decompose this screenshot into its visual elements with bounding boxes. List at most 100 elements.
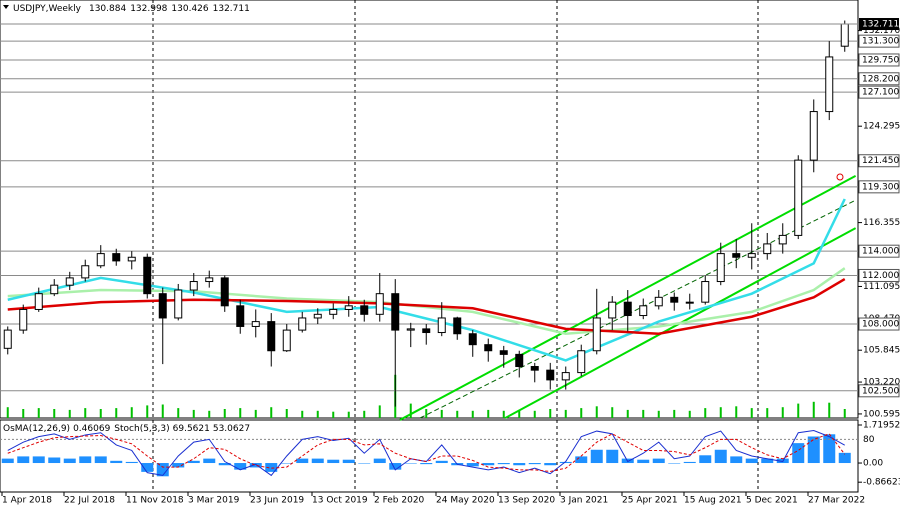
osma-bar [327,459,340,464]
x-tick-label: 15 Aug 2021 [684,496,742,506]
level-label: 131.300 [862,37,899,47]
osma-bar [342,459,355,464]
candle-body [670,296,679,303]
volume-bar [456,410,459,418]
volume-bar [6,407,9,418]
x-tick-label: 13 Sep 2020 [498,496,555,506]
candle-body [158,293,167,319]
volume-bar [239,408,242,418]
chart-header: USDJPY,Weekly 130.884 132.998 130.426 132.71… [13,4,250,14]
candle-body [716,253,725,283]
candle-body [422,328,431,334]
candle-body [298,317,307,331]
osma-bar [110,460,123,464]
candle-body [639,305,648,317]
year-separators [152,0,759,492]
volume-bar [161,404,164,418]
candle-body [437,317,446,334]
candle-body [344,305,353,310]
volume-bar [595,406,598,418]
y-tick-label: 103.220 [863,378,900,388]
volume-bar [828,402,831,418]
osma-value: 0.46069 [73,424,110,434]
candle-body [19,308,28,331]
volume-bar [673,409,676,418]
x-tick-label: 1 Apr 2018 [2,496,52,506]
indicator-header: OsMA(12,26,9) 0.46069 Stoch(5,3,3) 69.5621 5… [3,424,250,434]
osma-bar [17,456,30,464]
channel-line [419,199,856,419]
osma-bar [668,463,681,464]
volume-bar [84,408,87,418]
volume-bar [781,407,784,418]
osma-bar [125,461,138,464]
osma-bar [296,458,309,464]
candle-body [809,111,818,161]
stoch-name: Stoch(5,3,3) [114,424,169,434]
volume-bar [285,409,288,418]
level-label: 112.000 [862,271,899,281]
osma-bar [466,463,479,467]
level-label-box [858,34,900,48]
level-label: 119.300 [862,182,899,192]
level-label: 129.750 [862,55,899,65]
x-tick-label: 3 Jan 2021 [560,496,608,506]
indicator-tick-label: 0.00 [863,459,883,469]
volume-bar [611,407,614,418]
osma-bar [265,463,278,472]
osma-bar [513,463,526,466]
level-label: 128.200 [862,74,899,84]
level-label: 121.450 [862,156,899,166]
x-tick-label: 2 Feb 2020 [374,496,425,506]
volume-bar [502,410,505,418]
candle-body [840,23,849,47]
x-tick-label: 3 Mar 2019 [188,496,240,506]
x-tick-label: 13 Oct 2019 [312,496,368,506]
volume-bar [843,409,846,418]
volume-bar [68,409,71,418]
stoch-signal-line [7,433,846,473]
candle-body [794,159,803,236]
volume-bar [223,409,226,418]
osma-bar [249,463,262,468]
volume-bar [440,409,443,418]
stoch-tick-label: 80 [863,435,875,445]
header-close: 132.711 [213,4,250,14]
osma-bar [683,461,696,464]
volume-bar [130,407,133,418]
stoch-main-value: 69.5621 [173,424,210,434]
volume-bar [688,410,691,418]
osma-bar [730,456,743,464]
level-label-box [858,384,900,398]
volume-bar [208,410,211,418]
candle-body [530,366,539,371]
volume-bar [270,407,273,418]
volume-bar [177,408,180,418]
candle-body [763,243,772,255]
osma-bar [141,463,154,472]
candle-body [515,353,524,368]
osma-bar [823,434,836,464]
symbol-icon [3,5,9,9]
symbol: USDJPY,Weekly [13,4,82,14]
osma-bar [94,456,107,464]
osma-bar [761,458,774,464]
y-tick-label: 132.170 [863,26,900,36]
candle-body [701,281,710,303]
x-tick-label: 25 Apr 2021 [622,496,678,506]
x-tick-label: 24 May 2020 [436,496,495,506]
osma-bar [435,460,448,464]
osma-bar [187,460,200,464]
volume-bar [347,411,350,418]
candle-body [623,301,632,317]
candle-body [561,372,570,381]
osma-bar [373,458,386,464]
x-tick-label: 23 Jun 2019 [250,496,304,506]
candle-body [220,277,229,307]
stoch-signal-value: 53.0627 [213,424,250,434]
volume-bar [797,403,800,418]
candle-body [174,289,183,319]
candle-body [391,293,400,331]
candle-body [81,265,90,279]
osma-name: OsMA(12,26,9) [3,424,70,434]
